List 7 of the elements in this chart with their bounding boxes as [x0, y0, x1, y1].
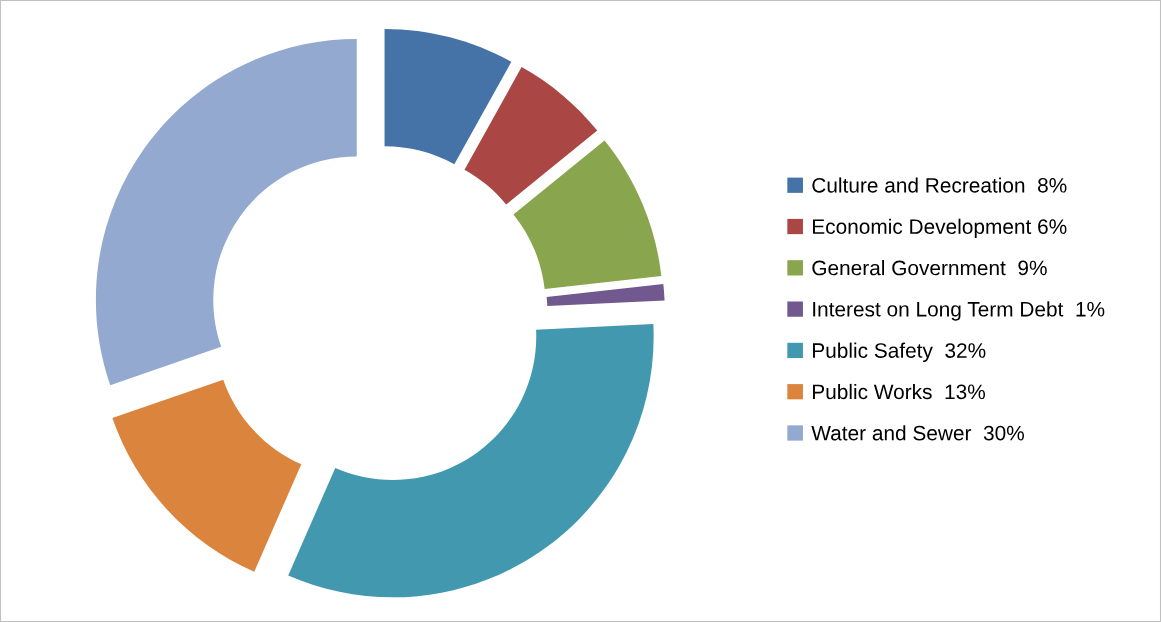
legend-label: Economic Development 6% [813, 218, 1067, 239]
legend-label: Interest on Long Term Debt 1% [813, 301, 1105, 321]
legend-label: Public Safety 32% [813, 342, 986, 363]
legend-label: Public Works 13% [813, 383, 986, 400]
legend-label: Water and Sewer 30% [811, 425, 1024, 441]
legend-label: Culture and Recreation 8% [812, 177, 1067, 193]
legend-label: General Government 9% [812, 259, 1047, 276]
